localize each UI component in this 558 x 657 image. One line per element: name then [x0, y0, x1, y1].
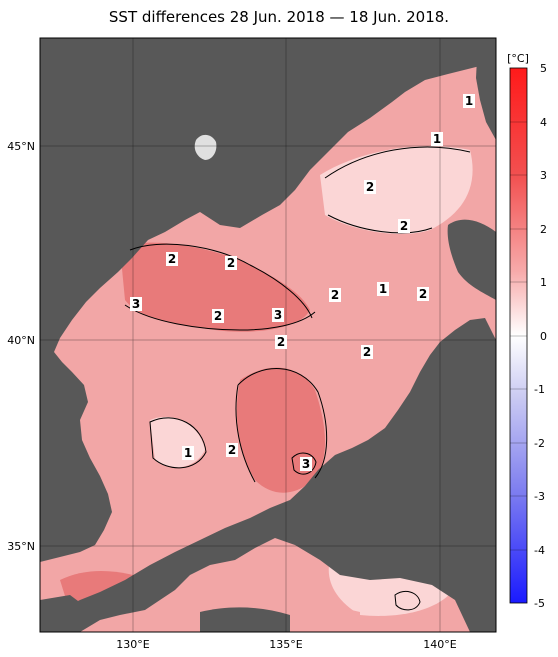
contour-value-labels: 1 1 2 2 2 2 3 2 1 2 3 2 2 2 1 2 3: [130, 94, 475, 471]
contour-label: 2: [331, 288, 339, 302]
contour-label: 1: [433, 132, 441, 146]
colorbar-tick: 2: [540, 223, 547, 236]
contour-label: 2: [228, 443, 236, 457]
lon-label-130: 130°E: [116, 638, 149, 651]
contour-label: 1: [465, 94, 473, 108]
contour-label: 2: [363, 345, 371, 359]
lat-label-45: 45°N: [7, 140, 35, 153]
hokkaido: [447, 219, 496, 300]
contour-label: 1: [184, 446, 192, 460]
lon-label-135: 135°E: [269, 638, 302, 651]
lon-label-140: 140°E: [423, 638, 456, 651]
colorbar-tick: -1: [534, 383, 545, 396]
kyushu-north: [40, 595, 90, 632]
map-title: SST differences 28 Jun. 2018 — 18 Jun. 2…: [108, 8, 450, 26]
colorbar-tick: -5: [534, 597, 545, 610]
contour-label: 2: [400, 219, 408, 233]
contour-label: 2: [277, 335, 285, 349]
lat-label-40: 40°N: [7, 334, 35, 347]
colorbar-tick: -2: [534, 437, 545, 450]
colorbar-tick: 5: [540, 62, 547, 75]
colorbar-tick: -4: [534, 544, 545, 557]
map-area: [40, 38, 496, 632]
lat-label-35: 35°N: [7, 540, 35, 553]
asian-mainland: [40, 38, 496, 562]
contour-label: 3: [302, 457, 310, 471]
contour-label: 3: [274, 308, 282, 322]
lake-khanka: [194, 134, 217, 160]
colorbar-tick: -3: [534, 490, 545, 503]
contour-lines: [124, 146, 471, 611]
honshu: [40, 318, 496, 632]
colorbar-tick: 4: [540, 116, 547, 129]
map-frame: [39, 37, 497, 633]
colorbar-scale: [509, 67, 528, 604]
contour-label: 2: [366, 180, 374, 194]
colorbar-tick: 0: [540, 330, 547, 343]
colorbar-tick: 3: [540, 169, 547, 182]
colorbar-tick: 1: [540, 276, 547, 289]
shikoku: [200, 607, 290, 632]
contour-label: 2: [419, 287, 427, 301]
colorbar: [°C] 5 4 3 2 1 0 -1 -2 -3 -4 -5: [507, 52, 547, 610]
colorbar-unit: [°C]: [507, 52, 529, 65]
contour-label: 3: [132, 297, 140, 311]
contour-label: 2: [168, 252, 176, 266]
sakhalin: [476, 38, 496, 140]
contour-label: 2: [227, 256, 235, 270]
light-patch-northeast: [320, 146, 473, 235]
contour-label: 1: [379, 282, 387, 296]
contour-label: 2: [214, 309, 222, 323]
